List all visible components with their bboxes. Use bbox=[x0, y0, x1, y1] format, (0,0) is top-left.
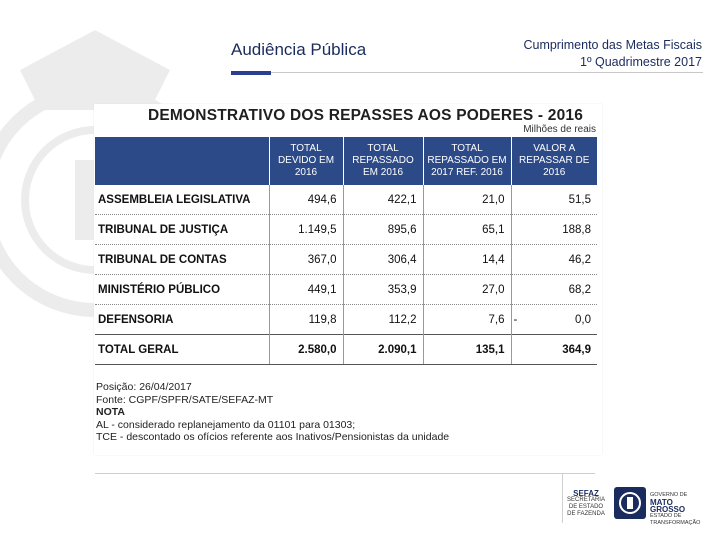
cell-devido: 119,8 bbox=[268, 304, 343, 335]
cell-repassado: 353,9 bbox=[342, 274, 423, 305]
row-label: MINISTÉRIO PÚBLICO bbox=[95, 274, 269, 305]
total-repassado-2017: 135,1 bbox=[422, 334, 511, 365]
subtitle-line-1: Cumprimento das Metas Fiscais bbox=[523, 38, 702, 52]
total-devido: 2.580,0 bbox=[268, 334, 343, 365]
gov-logo-line-1: GOVERNO DE bbox=[650, 492, 688, 498]
gov-logo-line-2: MATO GROSSO bbox=[650, 498, 686, 514]
title-accent-bar bbox=[231, 71, 271, 75]
table-row: DEFENSORIA 119,8 112,2 7,6 - 0,0 bbox=[95, 304, 597, 335]
data-source: Fonte: CGPF/SPFR/SATE/SEFAZ-MT bbox=[96, 393, 274, 406]
report-subtitle: Cumprimento das Metas Fiscais 1º Quadrim… bbox=[523, 37, 702, 71]
transfers-panel: DEMONSTRATIVO DOS REPASSES AOS PODERES -… bbox=[94, 104, 602, 455]
cell-a-repassar: 46,2 bbox=[510, 244, 597, 275]
note-al: AL - considerado replanejamento da 01101… bbox=[96, 418, 356, 431]
note-tce: TCE - descontado os ofícios referente ao… bbox=[96, 431, 450, 443]
row-label: TRIBUNAL DE JUSTIÇA bbox=[95, 214, 269, 245]
sefaz-logo-subtitle: SECRETARIA DE ESTADO DE FAZENDA bbox=[567, 497, 605, 517]
cell-repassado-2017: 21,0 bbox=[422, 185, 511, 215]
notes-heading: NOTA bbox=[96, 406, 125, 418]
total-label: TOTAL GERAL bbox=[95, 334, 269, 365]
sefaz-logo-name: SEFAZ bbox=[573, 489, 599, 498]
table-title: DEMONSTRATIVO DOS REPASSES AOS PODERES -… bbox=[148, 107, 584, 124]
cell-a-repassar: - 0,0 bbox=[510, 304, 597, 335]
header-a-repassar: VALOR A REPASSAR DE 2016 bbox=[510, 137, 597, 185]
table-notes: Posição: 26/04/2017 Fonte: CGPF/SPFR/SAT… bbox=[96, 381, 449, 444]
cell-devido: 1.149,5 bbox=[268, 214, 343, 245]
total-row: TOTAL GERAL 2.580,0 2.090,1 135,1 364,9 bbox=[95, 334, 597, 365]
total-repassado: 2.090,1 bbox=[342, 334, 423, 365]
a-repassar-value: 0,0 bbox=[575, 313, 591, 326]
header-blank bbox=[95, 137, 269, 185]
row-label: TRIBUNAL DE CONTAS bbox=[95, 244, 269, 275]
header-total-devido: TOTAL DEVIDO EM 2016 bbox=[268, 137, 343, 185]
cell-repassado: 895,6 bbox=[342, 214, 423, 245]
total-a-repassar: 364,9 bbox=[510, 334, 597, 365]
cell-repassado: 306,4 bbox=[342, 244, 423, 275]
cell-repassado-2017: 14,4 bbox=[422, 244, 511, 275]
cell-repassado-2017: 27,0 bbox=[422, 274, 511, 305]
table-row: TRIBUNAL DE JUSTIÇA 1.149,5 895,6 65,1 1… bbox=[95, 214, 597, 245]
cell-repassado: 112,2 bbox=[342, 304, 423, 335]
transfers-table: TOTAL DEVIDO EM 2016 TOTAL REPASSADO EM … bbox=[95, 137, 597, 365]
table-header-row: TOTAL DEVIDO EM 2016 TOTAL REPASSADO EM … bbox=[95, 137, 597, 185]
cell-devido: 449,1 bbox=[268, 274, 343, 305]
cell-a-repassar: 68,2 bbox=[510, 274, 597, 305]
cell-repassado: 422,1 bbox=[342, 185, 423, 215]
table-row: ASSEMBLEIA LEGISLATIVA 494,6 422,1 21,0 … bbox=[95, 185, 597, 215]
row-label: DEFENSORIA bbox=[95, 304, 269, 335]
position-date: Posição: 26/04/2017 bbox=[96, 381, 192, 393]
cell-devido: 494,6 bbox=[268, 185, 343, 215]
section-title: Audiência Pública bbox=[231, 40, 367, 59]
footer-divider bbox=[95, 473, 595, 474]
gov-logo-line-3: ESTADO DE TRANSFORMAÇÃO bbox=[650, 513, 701, 526]
header-repassado-2017: TOTAL REPASSADO EM 2017 REF. 2016 bbox=[422, 137, 511, 185]
cell-repassado-2017: 65,1 bbox=[422, 214, 511, 245]
table-unit: Milhões de reais bbox=[523, 124, 596, 135]
cell-repassado-2017: 7,6 bbox=[422, 304, 511, 335]
cell-devido: 367,0 bbox=[268, 244, 343, 275]
table-row: MINISTÉRIO PÚBLICO 449,1 353,9 27,0 68,2 bbox=[95, 274, 597, 305]
state-coat-of-arms-icon bbox=[614, 487, 646, 519]
header-divider bbox=[271, 72, 703, 73]
subtitle-line-2: 1º Quadrimestre 2017 bbox=[580, 55, 702, 69]
cell-a-repassar: 188,8 bbox=[510, 214, 597, 245]
negative-sign: - bbox=[513, 313, 518, 326]
sefaz-logo: SEFAZ SECRETARIA DE ESTADO DE FAZENDA bbox=[566, 490, 606, 518]
row-label: ASSEMBLEIA LEGISLATIVA bbox=[95, 185, 269, 215]
header-total-repassado: TOTAL REPASSADO EM 2016 bbox=[342, 137, 423, 185]
table-row: TRIBUNAL DE CONTAS 367,0 306,4 14,4 46,2 bbox=[95, 244, 597, 275]
footer-vertical-divider bbox=[562, 473, 563, 523]
cell-a-repassar: 51,5 bbox=[510, 185, 597, 215]
government-logo: GOVERNO DE MATO GROSSO ESTADO DE TRANSFO… bbox=[650, 492, 710, 527]
